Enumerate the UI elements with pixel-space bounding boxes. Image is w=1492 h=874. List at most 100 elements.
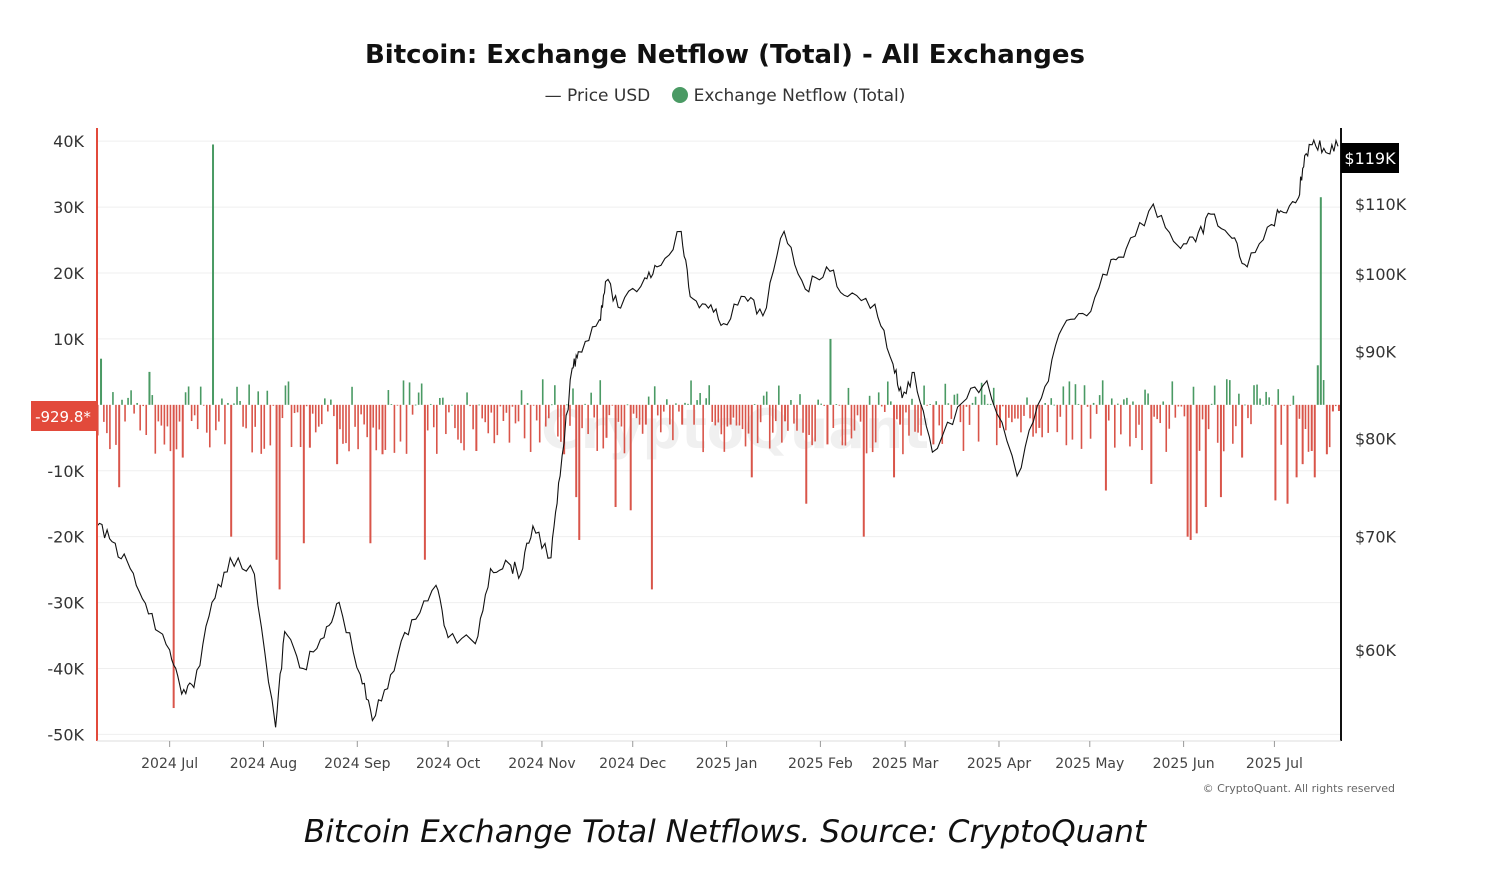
legend-item-netflow[interactable]: Exchange Netflow (Total) xyxy=(671,86,905,106)
netflow-bar xyxy=(877,392,880,405)
netflow-bar xyxy=(938,404,941,426)
y-right-tick-label: $70K xyxy=(1355,527,1397,546)
netflow-bar xyxy=(911,398,913,405)
netflow-bar xyxy=(1053,404,1056,406)
netflow-bar xyxy=(1265,391,1267,405)
netflow-bar xyxy=(1301,404,1304,465)
netflow-bar xyxy=(1171,381,1174,405)
netflow-bar xyxy=(199,386,202,405)
netflow-bar xyxy=(187,386,190,405)
netflow-bar xyxy=(1259,398,1261,405)
netflow-bar xyxy=(314,404,317,433)
netflow-bar xyxy=(1129,404,1131,447)
netflow-bar xyxy=(669,404,671,425)
netflow-bar xyxy=(396,404,399,406)
netflow-bar xyxy=(732,404,735,418)
netflow-bar xyxy=(647,396,650,405)
netflow-bar xyxy=(215,404,217,431)
netflow-bar xyxy=(1334,404,1337,407)
netflow-bar xyxy=(611,404,614,406)
netflow-bar xyxy=(1156,404,1158,420)
x-tick-label: 2024 Sep xyxy=(324,756,391,772)
x-tick-label: 2025 Jun xyxy=(1153,756,1215,772)
netflow-bar xyxy=(239,400,241,405)
right-current-price-tag: $119K xyxy=(1341,143,1399,173)
netflow-bar xyxy=(1213,385,1216,405)
netflow-bar xyxy=(260,404,263,454)
x-tick-label: 2025 May xyxy=(1055,756,1124,772)
netflow-bar xyxy=(245,404,247,429)
netflow-bar xyxy=(1268,397,1270,405)
netflow-bar xyxy=(136,402,138,405)
netflow-bar xyxy=(151,395,154,405)
netflow-bar xyxy=(871,404,874,453)
netflow-bar xyxy=(644,404,647,425)
netflow-bar xyxy=(590,392,592,405)
netflow-bar xyxy=(1029,404,1031,419)
netflow-bar xyxy=(747,404,750,434)
netflow-bar xyxy=(838,404,841,406)
netflow-bar xyxy=(953,394,956,405)
netflow-bar xyxy=(950,404,953,419)
netflow-bar xyxy=(1325,404,1328,455)
netflow-bar xyxy=(145,404,148,436)
right-current-price-bg xyxy=(1341,143,1399,173)
netflow-bar xyxy=(157,404,160,422)
netflow-bar xyxy=(977,404,980,442)
y-right-tick-label: $110K xyxy=(1355,195,1407,214)
netflow-bar xyxy=(1123,399,1125,405)
legend-item-price[interactable]: — Price USD xyxy=(545,86,651,106)
netflow-bar xyxy=(378,404,381,430)
netflow-bar xyxy=(1304,404,1307,429)
netflow-bar xyxy=(965,404,968,407)
netflow-bar xyxy=(263,404,266,449)
netflow-bar xyxy=(1098,395,1101,405)
x-tick-label: 2025 Feb xyxy=(788,756,853,772)
y-left-tick-label: 10K xyxy=(53,330,84,349)
netflow-bar xyxy=(1071,404,1074,440)
netflow-bar xyxy=(511,404,514,407)
netflow-bar xyxy=(702,404,704,453)
netflow-bar xyxy=(817,399,819,405)
netflow-bar xyxy=(1337,404,1340,411)
netflow-bar xyxy=(811,404,813,446)
netflow-bar xyxy=(1277,389,1280,405)
netflow-bar xyxy=(1104,404,1107,491)
netflow-bar xyxy=(357,404,359,450)
netflow-bar xyxy=(112,392,114,405)
netflow-bar xyxy=(735,404,738,426)
netflow-bar xyxy=(623,404,626,454)
netflow-bar xyxy=(387,390,390,405)
netflow-bar xyxy=(1180,404,1183,407)
netflow-bar xyxy=(1319,197,1322,405)
netflow-bar xyxy=(196,404,199,430)
netflow-bar xyxy=(236,386,238,405)
netflow-bar xyxy=(127,397,129,405)
netflow-bar xyxy=(1313,404,1316,478)
y-left-tick-label: -50K xyxy=(47,725,84,744)
netflow-bar xyxy=(1168,404,1171,429)
netflow-bar xyxy=(632,404,635,414)
netflow-bar xyxy=(941,404,944,444)
price-usd-line xyxy=(96,138,1339,728)
netflow-bar xyxy=(826,404,829,445)
netflow-bar xyxy=(1183,404,1186,417)
netflow-bar xyxy=(1286,404,1289,504)
netflow-bar xyxy=(989,403,992,405)
netflow-bar xyxy=(408,382,411,405)
netflow-bar xyxy=(726,404,729,427)
netflow-bar xyxy=(1295,404,1298,478)
netflow-bar xyxy=(551,404,553,406)
netflow-bar xyxy=(230,404,233,537)
netflow-bar xyxy=(1232,404,1234,444)
netflow-bar xyxy=(1047,404,1050,433)
netflow-bar xyxy=(514,404,517,424)
netflow-bar xyxy=(254,404,256,427)
netflow-bar xyxy=(708,385,711,405)
netflow-bar xyxy=(411,404,414,415)
netflow-bar xyxy=(169,404,172,452)
netflow-bar xyxy=(1141,404,1143,451)
netflow-bar xyxy=(587,404,589,435)
netflow-bar xyxy=(1101,380,1104,405)
copyright-note: © CryptoQuant. All rights reserved xyxy=(1203,782,1395,795)
